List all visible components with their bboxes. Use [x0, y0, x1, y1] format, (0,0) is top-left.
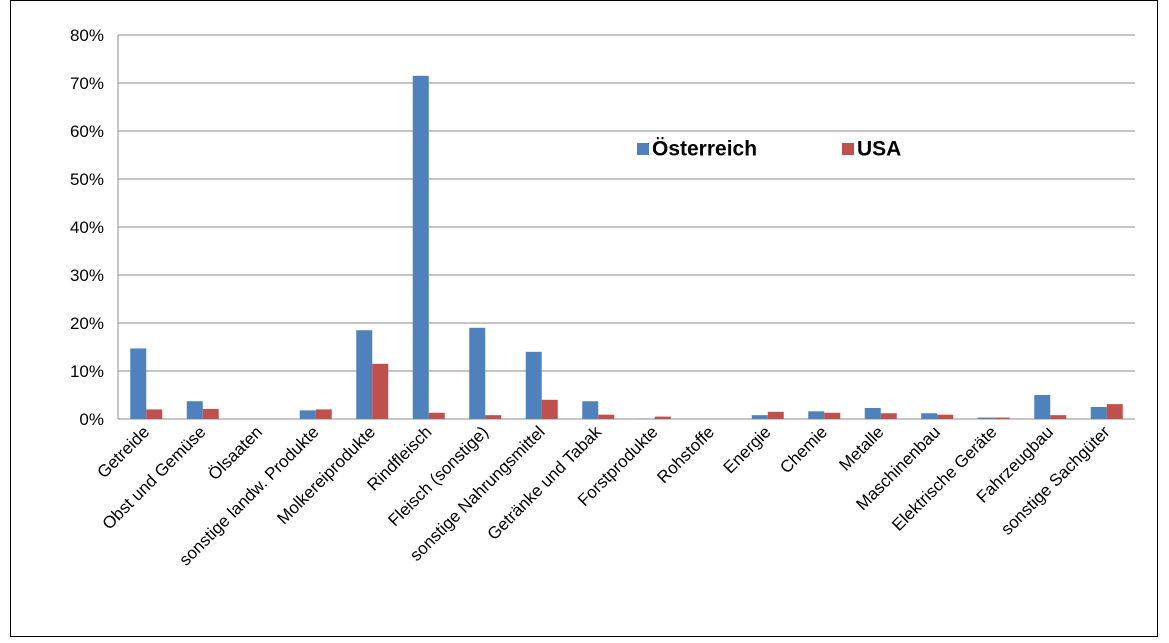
bar — [582, 401, 599, 419]
bar — [372, 363, 389, 419]
bar — [864, 407, 881, 419]
y-tick-label: 20% — [70, 314, 104, 333]
bar — [1106, 404, 1123, 419]
bar — [202, 408, 219, 419]
y-tick-label: 30% — [70, 266, 104, 285]
bar — [186, 401, 203, 419]
bar — [130, 348, 147, 419]
bar — [880, 413, 897, 419]
y-tick-label: 70% — [70, 74, 104, 93]
bar — [751, 415, 768, 419]
bar — [485, 415, 502, 419]
bar — [824, 412, 841, 419]
legend-swatch — [637, 143, 649, 155]
legend-swatch — [842, 143, 854, 155]
bar — [808, 411, 825, 419]
bar — [993, 417, 1010, 419]
bar — [412, 75, 429, 420]
legend-label: USA — [857, 138, 901, 161]
bar — [1050, 415, 1067, 419]
chart-frame — [10, 0, 1158, 637]
bar — [541, 399, 558, 419]
bar — [1090, 407, 1107, 419]
bar — [428, 412, 445, 419]
y-tick-label: 60% — [70, 122, 104, 141]
y-tick-label: 50% — [70, 170, 104, 189]
bar — [654, 416, 671, 419]
bar — [598, 414, 615, 419]
bar — [525, 351, 542, 419]
bar — [469, 327, 486, 419]
bar — [315, 409, 332, 419]
y-tick-label: 10% — [70, 362, 104, 381]
bar — [356, 330, 373, 419]
bar — [146, 409, 163, 419]
bar — [921, 413, 938, 419]
bar — [977, 417, 994, 419]
y-tick-label: 80% — [70, 26, 104, 45]
y-tick-label: 0% — [79, 410, 104, 429]
bar — [767, 411, 784, 419]
legend-label: Österreich — [652, 138, 757, 161]
bar — [937, 414, 954, 419]
bar — [299, 410, 316, 419]
bar — [1034, 395, 1051, 419]
y-tick-label: 40% — [70, 218, 104, 237]
